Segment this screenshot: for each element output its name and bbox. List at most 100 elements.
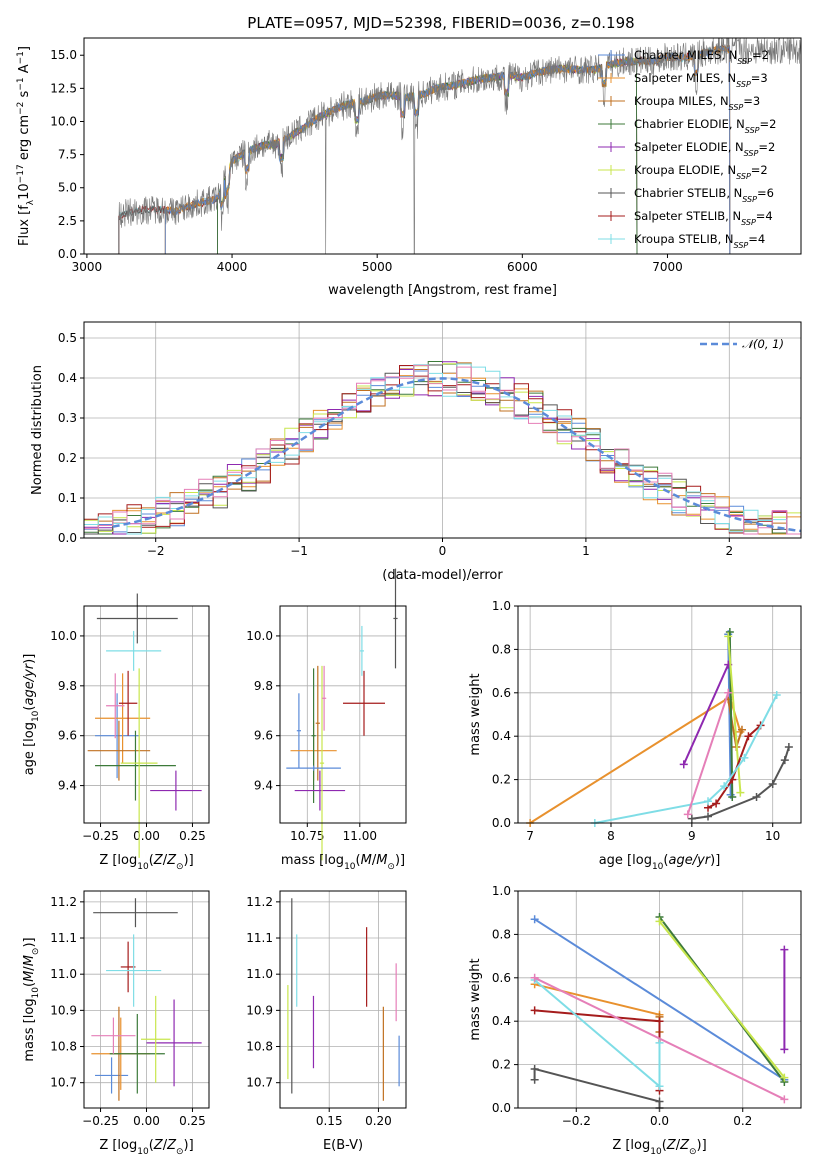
label-part: ( <box>22 982 37 987</box>
x-tick-label: 5000 <box>362 260 393 274</box>
legend-sub: SSP <box>741 218 756 227</box>
plot-frame <box>279 605 407 824</box>
label-part: ( <box>149 853 154 868</box>
y-tick-label: 0.2 <box>492 1058 511 1072</box>
y-tick-label: 11.0 <box>246 967 273 981</box>
histogram-step <box>84 364 801 535</box>
y-tick-label: 0.6 <box>492 686 511 700</box>
legend-text: Chabrier MILES, N <box>634 48 737 62</box>
legend-label: Salpeter STELIB, NSSP=4 <box>634 209 773 227</box>
label-part: / <box>163 853 168 868</box>
legend-sub: SSP <box>745 126 760 135</box>
label-part: mass [log <box>281 853 344 868</box>
x-tick-label: 4000 <box>217 260 248 274</box>
weight-marker <box>780 1073 789 1082</box>
plot-frame <box>279 890 407 1109</box>
mass_vs_Z-axes: −0.25 0.00 0.25 10.7 10.8 10.9 11.0 11.1 11.2 Z [… <box>22 890 210 1157</box>
plot-frame <box>83 605 210 824</box>
spectrum-data-line <box>118 38 801 254</box>
x-axis-label: age [log10(age/yr)] <box>599 853 721 872</box>
mass_vs_EBV-axes: 0.15 0.20 10.7 10.8 10.9 11.0 11.1 11.2 E(B-V) <box>246 890 407 1153</box>
legend-sub: SSP <box>736 172 751 181</box>
weight-marker <box>784 743 793 752</box>
x-tick-label: 0.15 <box>316 1114 343 1128</box>
y-tick-label: 10.7 <box>246 1076 273 1090</box>
label-part: / <box>22 966 37 971</box>
y-tick-label: 11.1 <box>246 931 273 945</box>
label-part: M <box>22 955 37 966</box>
weight-marker <box>737 725 746 734</box>
y-tick-label: 0.4 <box>58 371 77 385</box>
weight-marker <box>728 792 737 801</box>
label-part: Z [log <box>612 1138 650 1153</box>
legend-label: Kroupa ELODIE, NSSP=2 <box>634 163 768 181</box>
label-part: −2 <box>16 102 26 115</box>
legend-text: Chabrier STELIB, N <box>634 186 742 200</box>
label-part: −17 <box>16 164 26 183</box>
label-part: ⊙ <box>176 1147 184 1157</box>
y-axis-label: mass weight <box>468 958 483 1040</box>
x-tick-label: 1 <box>582 544 590 558</box>
label-part: A <box>17 64 32 77</box>
label-part: ⊙ <box>176 862 184 872</box>
legend-value: =2 <box>760 117 777 131</box>
y-axis-label: mass [log10(M/M⊙)] <box>22 937 41 1061</box>
label-part: )] <box>184 853 194 868</box>
weight-marker <box>655 917 664 926</box>
legend-sub: SSP <box>744 149 759 158</box>
y-tick-label: 12.5 <box>50 81 77 95</box>
label-part: Z <box>166 1138 177 1153</box>
label-part: Normed distribution <box>30 365 45 495</box>
x-tick-label: −0.2 <box>562 1114 591 1128</box>
label-part: 10 <box>137 862 149 872</box>
label-part: M <box>361 853 372 868</box>
x-tick-label: 7000 <box>652 260 683 274</box>
y-tick-label: 0.0 <box>58 531 77 545</box>
weight-marker <box>725 628 734 637</box>
label-part: )] <box>395 853 405 868</box>
y-tick-label: 15.0 <box>50 48 77 62</box>
label-part: Z <box>153 853 164 868</box>
label-part: ( <box>663 853 668 868</box>
figure-title: PLATE=0957, MJD=52398, FIBERID=0036, z=0… <box>247 14 634 32</box>
legend-sub: SSP <box>737 57 752 66</box>
y-tick-label: 10.8 <box>50 1040 77 1054</box>
weight-marker <box>679 760 688 769</box>
x-tick-label: 10 <box>765 829 780 843</box>
plot-frame <box>83 321 802 539</box>
weight-marker <box>768 779 777 788</box>
weight-marker <box>752 792 761 801</box>
label-part: −1 <box>16 77 26 90</box>
label-part: ( <box>356 853 361 868</box>
label-part: s <box>17 90 32 101</box>
label-part: age/yr <box>668 853 711 868</box>
legend-text: Salpeter STELIB, N <box>634 209 741 223</box>
y-axis-label: Flux [fλ10−17 erg cm−2 s−1 A−1] <box>16 46 36 246</box>
y-axis-label: age [log10(age/yr)] <box>22 654 41 776</box>
legend-value: =2 <box>751 163 768 177</box>
legend-text: Kroupa ELODIE, N <box>634 163 736 177</box>
label-part: 10 <box>344 862 356 872</box>
legend-label: Salpeter MILES, NSSP=3 <box>634 71 768 89</box>
x-axis-label: Z [log10(Z/Z⊙)] <box>99 853 193 872</box>
weight-marker <box>687 814 696 823</box>
plot-frame <box>83 890 210 1109</box>
y-tick-label: 0.8 <box>492 927 511 941</box>
x-tick-label: −1 <box>290 544 308 558</box>
x-tick-label: 10.75 <box>290 829 324 843</box>
weight-marker <box>724 688 733 697</box>
legend-label: Kroupa MILES, NSSP=3 <box>634 94 760 112</box>
legend-text: Kroupa STELIB, N <box>634 232 734 246</box>
weight-marker <box>724 632 733 641</box>
y-tick-label: 9.6 <box>254 729 273 743</box>
label-part: mass weight <box>468 958 483 1040</box>
y-axis-label: Normed distribution <box>30 365 45 495</box>
x-tick-label: −2 <box>147 544 165 558</box>
legend-value: =2 <box>752 48 769 62</box>
x-axis-label: wavelength [Angstrom, rest frame] <box>328 283 557 298</box>
label-part: ( <box>149 1138 154 1153</box>
y-tick-label: 0.0 <box>492 816 511 830</box>
y-tick-label: 7.5 <box>58 148 77 162</box>
